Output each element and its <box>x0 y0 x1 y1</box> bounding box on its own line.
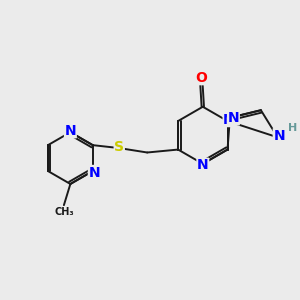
Text: N: N <box>228 111 239 125</box>
Text: S: S <box>114 140 124 154</box>
Text: N: N <box>64 124 76 138</box>
Text: N: N <box>273 129 285 143</box>
Text: N: N <box>197 158 208 172</box>
Text: N: N <box>223 112 235 127</box>
Text: CH₃: CH₃ <box>55 207 74 217</box>
Text: O: O <box>195 70 207 85</box>
Text: H: H <box>288 123 297 133</box>
Text: N: N <box>88 166 100 179</box>
